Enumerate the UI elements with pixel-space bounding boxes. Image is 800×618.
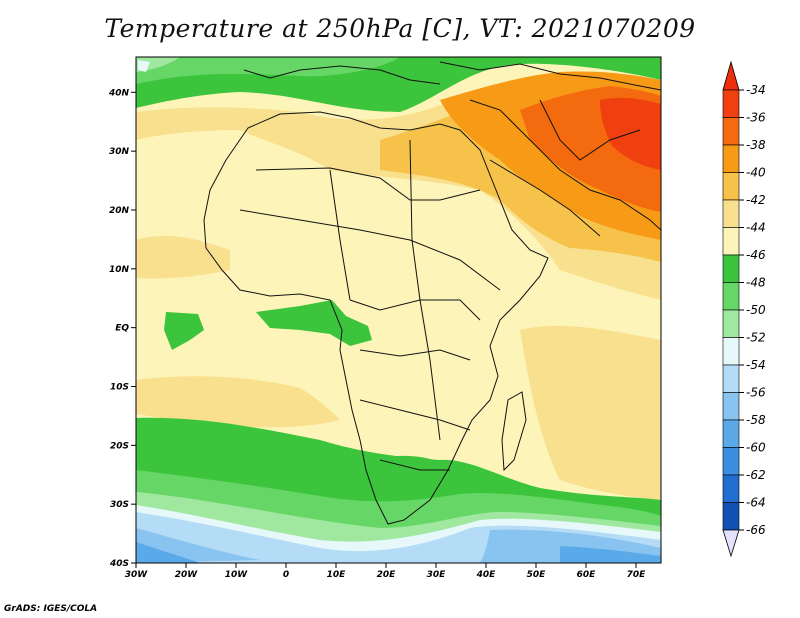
y-tick-label: 30N (109, 147, 130, 157)
colorbar-segment (722, 254, 740, 283)
temperature-field (136, 57, 661, 563)
x-tick-label: 30E (427, 570, 447, 580)
colorbar-segment (722, 282, 740, 311)
y-tick-label: 40N (108, 88, 130, 98)
colorbar-segment (722, 419, 740, 448)
colorbar-label: -58 (746, 413, 766, 427)
y-tick-label: 10S (110, 382, 129, 392)
colorbar-segment (722, 337, 740, 366)
colorbar-min-arrow (722, 529, 740, 558)
x-tick-label: 10W (225, 570, 249, 580)
y-tick-label: 10N (109, 265, 130, 275)
colorbar-segment (722, 117, 740, 146)
y-tick-label: 20S (110, 441, 129, 451)
x-tick-label: 50E (527, 570, 547, 580)
colorbar-segment (722, 172, 740, 201)
colorbar-label: -48 (746, 276, 766, 290)
colorbar-segment (722, 364, 740, 393)
colorbar-segment (722, 89, 740, 118)
colorbar-label: -42 (746, 193, 766, 207)
colorbar-segment (722, 227, 740, 256)
x-tick-label: 0 (283, 570, 289, 580)
y-tick-label: EQ (115, 324, 129, 334)
colorbar-label: -62 (746, 468, 766, 482)
colorbar-label: -56 (746, 386, 766, 400)
colorbar-label: -38 (746, 138, 766, 152)
footer-credit: GrADS: IGES/COLA (4, 604, 98, 614)
map-title: Temperature at 250hPa [C], VT: 202107020… (104, 14, 696, 43)
map-frame (135, 56, 662, 564)
colorbar-label: -50 (746, 303, 766, 317)
colorbar-label: -46 (746, 248, 766, 262)
x-axis: 30W 20W 10W 0 10E 20E 30E 40E 50E 60E 70E (125, 563, 646, 580)
colorbar-label: -66 (746, 523, 766, 537)
coastline-borders (203, 61, 661, 525)
colorbar-label: -34 (746, 83, 766, 97)
x-tick-label: 40E (476, 570, 497, 580)
colorbar-label: -36 (746, 111, 766, 125)
colorbar-label: -64 (746, 496, 766, 510)
x-tick-label: 60E (577, 570, 597, 580)
y-tick-label: 30S (110, 500, 129, 510)
x-tick-label: 20W (175, 570, 199, 580)
colorbar-segment (722, 474, 740, 503)
colorbar-max-arrow (722, 60, 740, 91)
x-tick-label: 20E (377, 570, 397, 580)
y-tick-label: 20N (109, 206, 130, 216)
colorbar-segment (722, 392, 740, 421)
colorbar: -34 -36 -38 -40 -42 -44 -46 -48 -50 -52 -54 -56 -58 -… (722, 60, 766, 558)
colorbar-segment (722, 447, 740, 476)
colorbar-segment (722, 144, 740, 173)
colorbar-label: -54 (746, 358, 766, 372)
colorbar-label: -60 (746, 441, 766, 455)
colorbar-segment (722, 502, 740, 531)
colorbar-segment (722, 199, 740, 228)
colorbar-label: -40 (746, 166, 766, 180)
y-axis: 40N 30N 20N 10N EQ 10S 20S 30S 40S (108, 88, 136, 569)
x-tick-label: 30W (125, 570, 149, 580)
x-tick-label: 70E (627, 570, 647, 580)
y-tick-label: 40S (109, 559, 129, 569)
colorbar-label: -52 (746, 331, 766, 345)
colorbar-segment (722, 309, 740, 338)
x-tick-label: 10E (327, 570, 347, 580)
colorbar-label: -44 (746, 221, 766, 235)
